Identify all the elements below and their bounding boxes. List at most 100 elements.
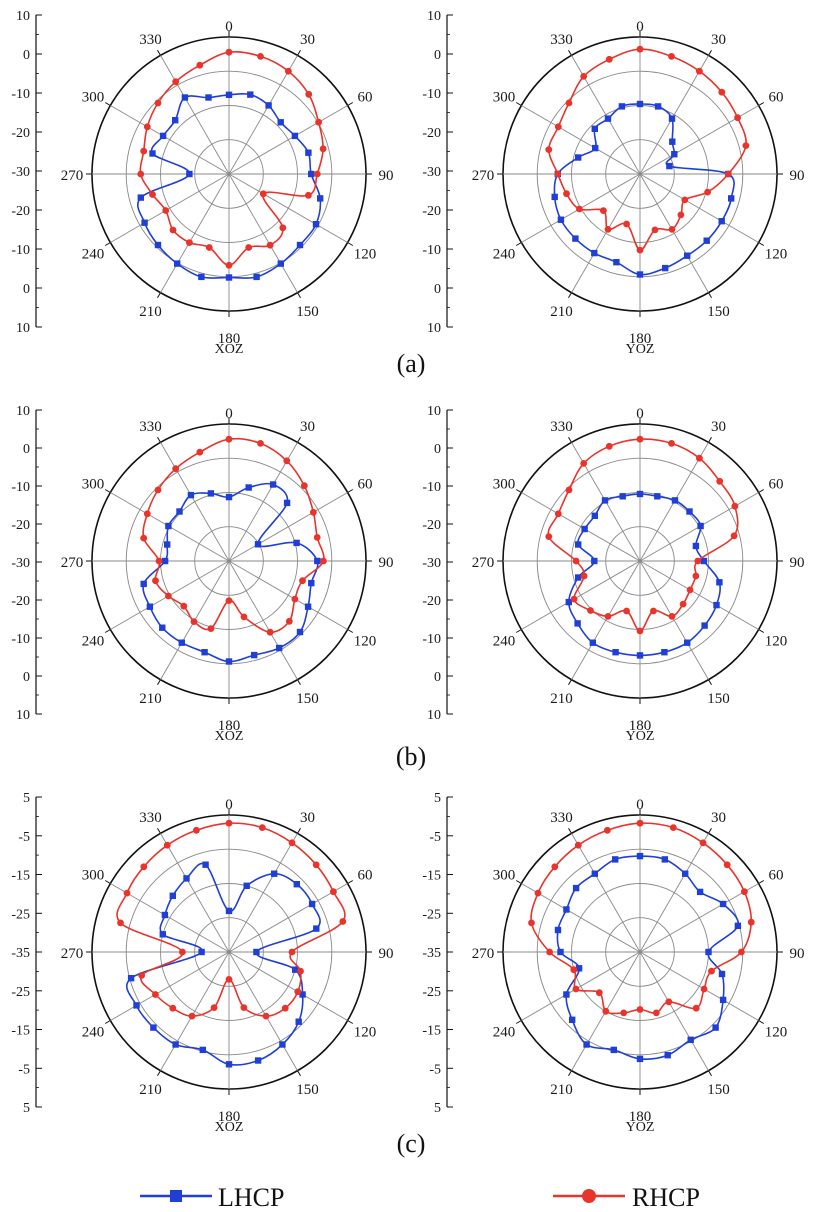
lhcp-marker [618, 103, 626, 110]
lhcp-marker [636, 652, 644, 659]
rhcp-marker [563, 190, 570, 198]
radial-tick-label: -25 [422, 907, 441, 922]
rhcp-marker [163, 841, 171, 849]
radial-tick-label: -10 [422, 243, 441, 258]
lhcp-marker [296, 628, 304, 636]
grid-spoke [110, 173, 230, 243]
radial-tick-label: -35 [422, 946, 441, 961]
lhcp-marker [575, 154, 582, 161]
lhcp-marker [178, 639, 185, 646]
lhcp-marker [137, 194, 144, 201]
rhcp-marker [528, 919, 535, 927]
lhcp-marker [684, 639, 691, 646]
radial-tick-label: 10 [16, 9, 30, 24]
angle-tick [347, 1020, 354, 1024]
angle-label: 120 [354, 247, 377, 263]
lhcp-marker [612, 649, 619, 656]
rhcp-marker [694, 557, 702, 565]
radial-tick-label: -10 [11, 243, 30, 258]
rhcp-marker [262, 1012, 270, 1020]
radial-tick-label: -35 [11, 946, 30, 961]
angle-tick [758, 242, 765, 246]
rhcp-marker [595, 989, 603, 997]
angle-tick [568, 436, 572, 443]
angle-tick [708, 436, 712, 443]
lhcp-marker [718, 970, 726, 978]
lhcp-marker [314, 557, 321, 565]
angle-tick [297, 1070, 301, 1077]
lhcp-marker [225, 274, 233, 281]
angle-tick [758, 880, 765, 884]
legend: LHCP RHCP [140, 1183, 700, 1212]
angle-label: 330 [550, 32, 573, 48]
grid-spoke [639, 55, 709, 175]
rhcp-marker [180, 602, 188, 610]
radial-tick-label: 0 [23, 442, 30, 457]
radial-tick-label: -20 [11, 204, 30, 219]
radial-tick-label: -10 [422, 632, 441, 647]
angle-tick [347, 629, 354, 633]
angle-label: 180 [629, 1109, 652, 1125]
lhcp-marker [671, 151, 678, 158]
lhcp-marker [719, 996, 727, 1004]
lhcp-marker [271, 870, 278, 877]
angle-tick [708, 827, 712, 834]
angle-label: 120 [765, 1025, 788, 1041]
rhcp-marker [240, 613, 248, 621]
angle-label: 90 [790, 555, 805, 571]
grid-spoke [521, 951, 641, 1021]
lhcp-marker [713, 601, 720, 609]
polar-chart-1: 0 30 60 90 120 150 180 210 240 270 300 330 XOZ 10 0 -10… [11, 9, 393, 357]
grid-spoke [639, 173, 759, 243]
angle-label: 270 [472, 946, 495, 962]
lhcp-marker [304, 603, 312, 610]
lhcp-marker [654, 493, 661, 500]
rhcp-marker [574, 841, 582, 849]
lhcp-marker [308, 170, 315, 178]
rhcp-marker [210, 1004, 218, 1011]
lhcp-marker [183, 875, 190, 882]
lhcp-marker [574, 620, 581, 627]
grid-spoke [228, 492, 348, 562]
lhcp-marker [575, 541, 582, 548]
angle-label: 330 [550, 419, 573, 435]
rhcp-marker [636, 1006, 644, 1013]
angle-tick [347, 489, 354, 493]
angle-tick [157, 679, 161, 686]
angle-tick [758, 1020, 765, 1024]
rhcp-marker [152, 991, 159, 998]
radial-tick-label: -10 [11, 87, 30, 102]
angle-label: 60 [769, 90, 784, 106]
angle-tick [104, 489, 111, 493]
rhcp-marker [551, 863, 559, 871]
lhcp-marker [159, 132, 167, 140]
radial-tick-label: 0 [23, 670, 30, 685]
lhcp-marker [133, 1002, 140, 1009]
lhcp-marker [161, 911, 169, 919]
rhcp-marker [534, 889, 542, 897]
rhcp-marker [140, 147, 148, 155]
polar-chart-3: 0 30 60 90 120 150 180 210 240 270 300 330 XOZ 10 0 -10… [11, 404, 393, 744]
rhcp-marker [668, 53, 675, 60]
lhcp-marker [581, 525, 588, 533]
rhcp-marker [140, 534, 148, 542]
rhcp-marker [580, 460, 588, 467]
angle-label: 150 [296, 1082, 319, 1098]
lhcp-marker [253, 273, 260, 281]
lhcp-marker [201, 649, 208, 656]
grid-spoke [160, 442, 230, 562]
lhcp-marker [313, 925, 320, 932]
lhcp-marker [295, 1018, 302, 1025]
angle-label: 240 [82, 247, 105, 263]
angle-tick [515, 880, 522, 884]
angle-label: 60 [769, 477, 784, 493]
rhcp-marker [668, 613, 676, 620]
plane-label: YOZ [626, 1120, 655, 1135]
lhcp-marker [728, 195, 735, 202]
rhcp-marker [207, 625, 215, 632]
angle-label: 60 [358, 90, 373, 106]
radial-tick-label: 10 [427, 321, 441, 336]
rhcp-marker [257, 53, 264, 60]
radial-tick-label: -5 [18, 1062, 30, 1077]
rhcp-marker [313, 534, 321, 541]
